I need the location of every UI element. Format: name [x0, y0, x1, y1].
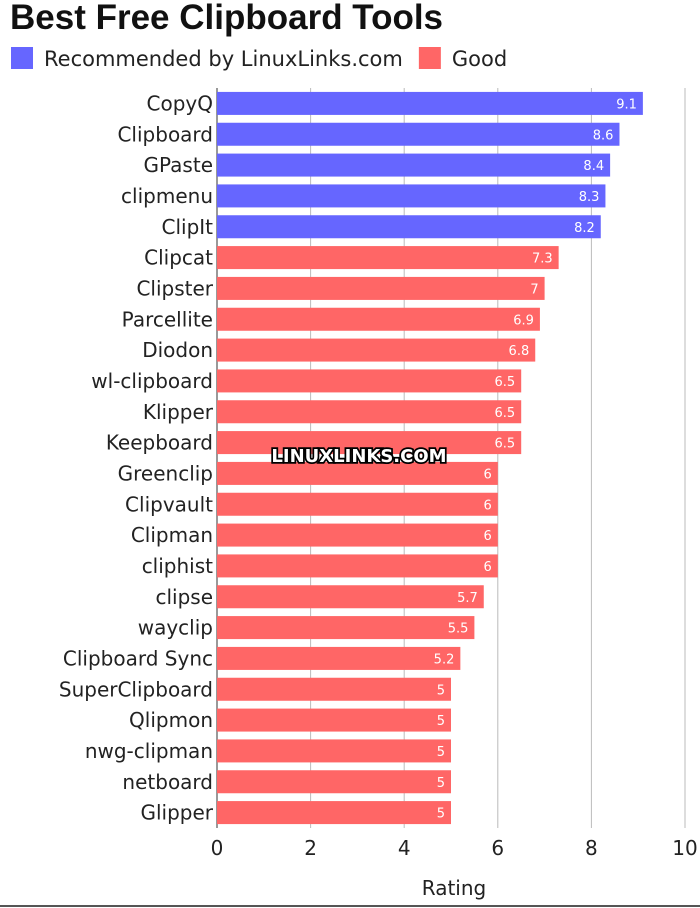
value-label-22: 5	[437, 776, 445, 791]
bar-5	[217, 246, 559, 270]
bar-16	[217, 585, 484, 609]
value-label-18: 5.2	[434, 652, 455, 667]
value-label-7: 6.9	[513, 313, 534, 328]
bar-23	[217, 801, 451, 825]
category-label-5: Clipcat	[144, 246, 213, 270]
watermark-annotation: LINUXLINKS.COM	[271, 446, 446, 467]
bar-20	[217, 708, 451, 732]
value-labels: 9.18.68.48.38.27.376.96.86.56.56.566665.…	[434, 97, 637, 821]
value-label-5: 7.3	[532, 252, 553, 267]
bar-3	[217, 184, 606, 208]
value-label-2: 8.4	[583, 159, 604, 174]
value-label-23: 5	[437, 807, 445, 822]
bar-22	[217, 770, 451, 794]
bars	[217, 91, 643, 825]
bar-2	[217, 153, 611, 177]
value-label-17: 5.5	[448, 622, 469, 637]
bar-4	[217, 215, 601, 239]
bar-17	[217, 616, 475, 640]
legend-swatch-0	[11, 47, 33, 69]
category-label-8: Diodon	[142, 338, 213, 362]
category-label-11: Keepboard	[106, 431, 213, 455]
value-label-19: 5	[437, 683, 445, 698]
category-label-14: Clipman	[131, 523, 213, 547]
bar-11	[217, 431, 522, 455]
bar-0	[217, 91, 643, 115]
value-label-12: 6	[484, 467, 492, 482]
category-label-1: Clipboard	[117, 122, 213, 146]
category-label-17: wayclip	[138, 616, 213, 640]
value-label-1: 8.6	[593, 128, 614, 143]
category-label-10: Klipper	[143, 400, 214, 424]
category-label-4: ClipIt	[161, 215, 213, 239]
bar-12	[217, 461, 498, 485]
bar-15	[217, 554, 498, 578]
grid	[310, 88, 686, 828]
value-label-6: 7	[530, 282, 538, 297]
category-labels: CopyQ Clipboard GPaste clipmenu ClipIt Clipca…	[59, 91, 214, 824]
bar-6	[217, 276, 545, 300]
category-label-7: Parcellite	[122, 307, 213, 331]
value-label-3: 8.3	[579, 190, 600, 205]
value-label-20: 5	[437, 714, 445, 729]
category-label-23: Glipper	[140, 801, 213, 825]
category-label-2: GPaste	[144, 153, 213, 177]
category-label-19: SuperClipboard	[59, 677, 213, 701]
category-label-3: clipmenu	[121, 184, 213, 208]
category-label-6: Clipster	[136, 276, 213, 300]
category-label-0: CopyQ	[147, 91, 213, 115]
x-tick-labels: 0 2 4 6 8 10	[211, 836, 698, 860]
x-tick-label-2: 2	[304, 836, 317, 860]
bar-7	[217, 307, 540, 331]
value-label-8: 6.8	[509, 344, 530, 359]
category-label-15: cliphist	[142, 554, 213, 578]
category-label-16: clipse	[155, 585, 213, 609]
x-tick-label-6: 6	[491, 836, 504, 860]
x-tick-label-10: 10	[672, 836, 697, 860]
bar-13	[217, 492, 498, 516]
value-label-11: 6.5	[495, 437, 516, 452]
legend: Recommended by LinuxLinks.com Good	[11, 47, 507, 71]
category-label-21: nwg-clipman	[85, 739, 213, 763]
chart-title: Best Free Clipboard Tools	[10, 0, 443, 37]
category-label-9: wl-clipboard	[91, 369, 213, 393]
value-label-15: 6	[484, 560, 492, 575]
bar-8	[217, 338, 536, 362]
bar-18	[217, 646, 461, 670]
bar-14	[217, 523, 498, 547]
legend-label-1: Good	[452, 47, 507, 71]
category-label-20: Qlipmon	[129, 708, 213, 732]
value-label-13: 6	[484, 498, 492, 513]
legend-label-0: Recommended by LinuxLinks.com	[44, 47, 403, 71]
category-label-12: Greenclip	[118, 461, 213, 485]
value-label-14: 6	[484, 529, 492, 544]
category-label-13: Clipvault	[125, 492, 213, 516]
bar-21	[217, 739, 451, 763]
value-label-4: 8.2	[574, 221, 595, 236]
bar-9	[217, 369, 522, 393]
x-tick-label-0: 0	[211, 836, 224, 860]
value-label-10: 6.5	[495, 406, 516, 421]
category-label-18: Clipboard Sync	[63, 646, 213, 670]
x-tick-label-8: 8	[585, 836, 598, 860]
legend-swatch-1	[418, 47, 441, 69]
bar-19	[217, 677, 451, 701]
value-label-21: 5	[437, 745, 445, 760]
x-axis-title: Rating	[422, 876, 486, 900]
bar-1	[217, 122, 620, 146]
bar-10	[217, 400, 522, 424]
value-label-0: 9.1	[616, 97, 637, 112]
x-tick-label-4: 4	[398, 836, 411, 860]
value-label-16: 5.7	[457, 591, 478, 606]
value-label-9: 6.5	[495, 375, 516, 390]
category-label-22: netboard	[122, 770, 213, 794]
